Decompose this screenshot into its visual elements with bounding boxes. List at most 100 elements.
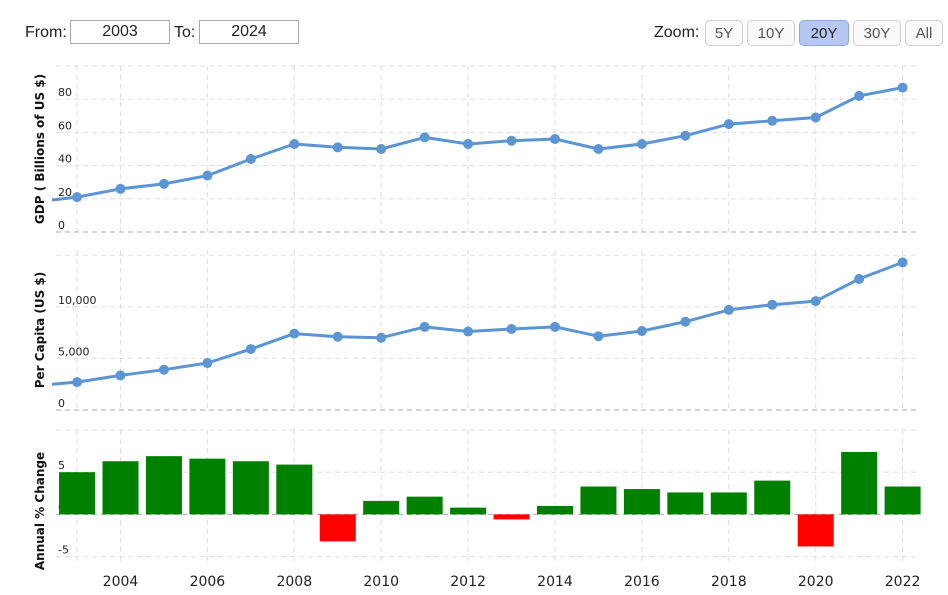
zoom-all-button[interactable]: All <box>905 20 943 46</box>
data-point <box>289 328 300 339</box>
zoom-30y-button[interactable]: 30Y <box>853 20 901 46</box>
data-point <box>767 115 778 126</box>
x-tick-label: 2006 <box>190 574 226 590</box>
bar <box>450 507 487 515</box>
data-point <box>506 135 517 146</box>
data-point <box>593 144 604 154</box>
data-point <box>897 257 908 268</box>
y-tick-label: 80 <box>58 86 72 99</box>
bar <box>580 486 617 515</box>
bar <box>797 514 834 547</box>
data-point <box>72 192 83 203</box>
bar <box>319 514 356 542</box>
data-point <box>810 296 821 307</box>
data-point <box>854 90 865 101</box>
bar <box>623 489 660 515</box>
data-point <box>332 142 343 153</box>
data-point <box>723 119 734 130</box>
y-tick-label: 10,000 <box>58 294 97 307</box>
x-tick-label: 2008 <box>276 574 312 590</box>
y-axis-label: GDP ( Billions of US $) <box>33 74 47 224</box>
data-point <box>463 326 474 337</box>
data-point <box>680 316 691 327</box>
data-point <box>158 364 169 375</box>
bar <box>102 461 139 515</box>
data-point <box>115 370 126 381</box>
data-point <box>245 153 256 164</box>
data-point <box>376 332 387 343</box>
data-point <box>72 377 83 388</box>
bar <box>363 500 400 515</box>
bar <box>667 492 704 515</box>
data-point <box>463 139 474 150</box>
data-point <box>332 331 343 342</box>
bar <box>276 464 313 515</box>
data-point <box>897 82 908 93</box>
bar <box>884 486 921 515</box>
data-point <box>593 331 604 342</box>
x-tick-label: 2014 <box>537 574 573 590</box>
data-point <box>115 183 126 194</box>
zoom-label: Zoom: <box>654 24 700 41</box>
bar <box>493 514 530 520</box>
to-label: To: <box>174 24 196 41</box>
data-point <box>550 321 560 332</box>
bar <box>710 492 747 515</box>
y-tick-label: 40 <box>58 153 72 166</box>
zoom-10y-button[interactable]: 10Y <box>747 20 795 46</box>
series-line <box>51 260 904 386</box>
data-point <box>245 344 256 355</box>
per-capita-chart-panel: 0 5,000 10,000 Per Capita (US $) <box>33 250 920 411</box>
zoom-20y-button[interactable]: 20Y <box>799 20 849 46</box>
bar <box>189 458 226 515</box>
y-axis-label: Per Capita (US $) <box>33 272 47 389</box>
bar <box>59 472 96 515</box>
x-tick-label: 2010 <box>363 574 399 590</box>
to-input[interactable] <box>199 20 299 44</box>
bar <box>406 496 443 515</box>
data-point <box>419 132 430 143</box>
data-point <box>680 130 691 141</box>
x-tick-label: 2004 <box>103 574 139 590</box>
from-label: From: <box>25 24 67 41</box>
data-point <box>854 273 865 284</box>
y-tick-label: 60 <box>58 119 72 132</box>
data-point <box>723 304 734 315</box>
x-tick-label: 2020 <box>798 574 834 590</box>
data-point <box>202 170 213 181</box>
data-point <box>376 144 387 154</box>
range-controls: From: To: Zoom: 5Y 10Y 20Y 30Y All <box>0 20 948 48</box>
bar <box>145 456 182 515</box>
x-axis: 2004 2006 2008 2010 2012 2014 2016 2018 2020 2022 <box>103 574 921 590</box>
data-point <box>636 139 647 150</box>
x-tick-label: 2018 <box>711 574 747 590</box>
from-input[interactable] <box>70 20 170 44</box>
x-tick-label: 2012 <box>450 574 486 590</box>
y-tick-label: 0 <box>58 397 65 410</box>
y-tick-label: 5,000 <box>58 345 90 358</box>
data-point <box>289 139 300 150</box>
x-tick-label: 2016 <box>624 574 660 590</box>
annual-change-chart-panel: -505Annual % Change <box>33 429 921 570</box>
data-point <box>419 321 430 332</box>
series-line <box>51 86 903 202</box>
data-point <box>636 326 647 337</box>
bar <box>841 451 878 515</box>
bar <box>537 505 573 515</box>
y-tick-label: 20 <box>58 186 72 199</box>
data-point <box>550 134 560 145</box>
bar <box>754 480 791 515</box>
x-tick-label: 2022 <box>885 574 921 590</box>
y-tick-label: 0 <box>58 219 65 232</box>
y-tick-label: 5 <box>58 459 65 472</box>
data-point <box>506 323 517 334</box>
data-point <box>810 112 821 123</box>
y-tick-label: -5 <box>58 544 69 557</box>
y-axis-label: Annual % Change <box>33 452 47 570</box>
data-point <box>767 299 778 310</box>
data-point <box>202 358 213 369</box>
gdp-chart-panel: 0 20 40 60 80 GDP ( Billions of US $) <box>33 65 920 233</box>
data-point <box>158 178 169 189</box>
zoom-5y-button[interactable]: 5Y <box>705 20 743 46</box>
